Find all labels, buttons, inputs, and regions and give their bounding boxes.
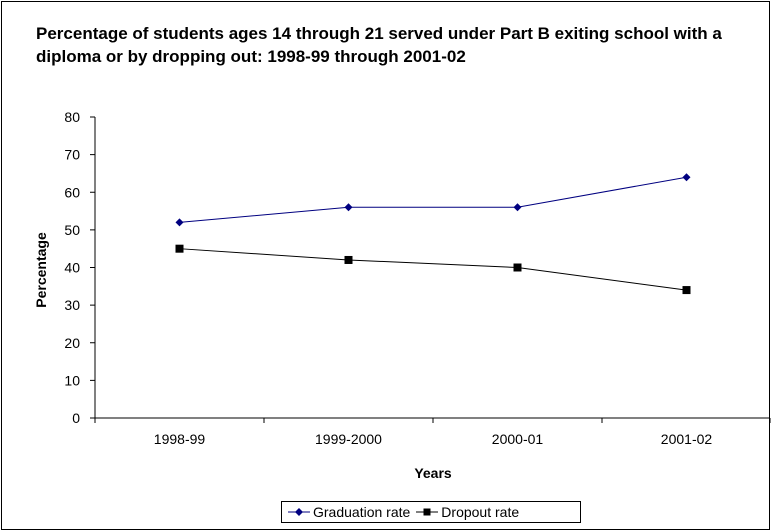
- data-point-graduation: [175, 218, 184, 227]
- data-point-dropout: [344, 255, 353, 264]
- x-axis-label: Years: [414, 465, 452, 481]
- legend-label-dropout: Dropout rate: [441, 504, 520, 520]
- series-line-dropout: [179, 248, 687, 291]
- legend-diamond-line-icon: [288, 508, 310, 516]
- legend-label-graduation: Graduation rate: [313, 504, 411, 520]
- y-tick-label: 60: [64, 184, 80, 200]
- y-tick-label: 80: [64, 109, 80, 125]
- y-tick-label: 40: [64, 260, 80, 276]
- y-tick-label: 30: [64, 297, 80, 313]
- chart-title: Percentage of students ages 14 through 2…: [36, 24, 722, 66]
- legend-square-line-icon: [416, 508, 439, 516]
- x-tick-label: 1999-2000: [315, 431, 382, 447]
- x-tick-label: 2000-01: [492, 431, 544, 447]
- data-point-dropout: [175, 244, 184, 253]
- x-tick-label: 2001-02: [661, 431, 713, 447]
- data-point-dropout: [682, 286, 691, 295]
- y-tick-label: 70: [64, 147, 80, 163]
- data-point-graduation: [513, 203, 522, 212]
- y-tick-label: 0: [72, 410, 80, 426]
- data-point-graduation: [344, 203, 353, 212]
- y-tick-label: 10: [64, 372, 80, 388]
- y-axis-label: Percentage: [33, 232, 49, 308]
- y-tick-label: 50: [64, 222, 80, 238]
- y-tick-label: 20: [64, 335, 80, 351]
- series-line-graduation: [179, 176, 687, 223]
- legend: Graduation rate Dropout rate: [281, 501, 581, 523]
- data-point-graduation: [682, 173, 691, 182]
- x-tick-label: 1998-99: [154, 431, 206, 447]
- data-point-dropout: [513, 263, 522, 272]
- legend-item-dropout: Dropout rate: [416, 504, 519, 520]
- legend-item-graduation: Graduation rate: [288, 504, 410, 520]
